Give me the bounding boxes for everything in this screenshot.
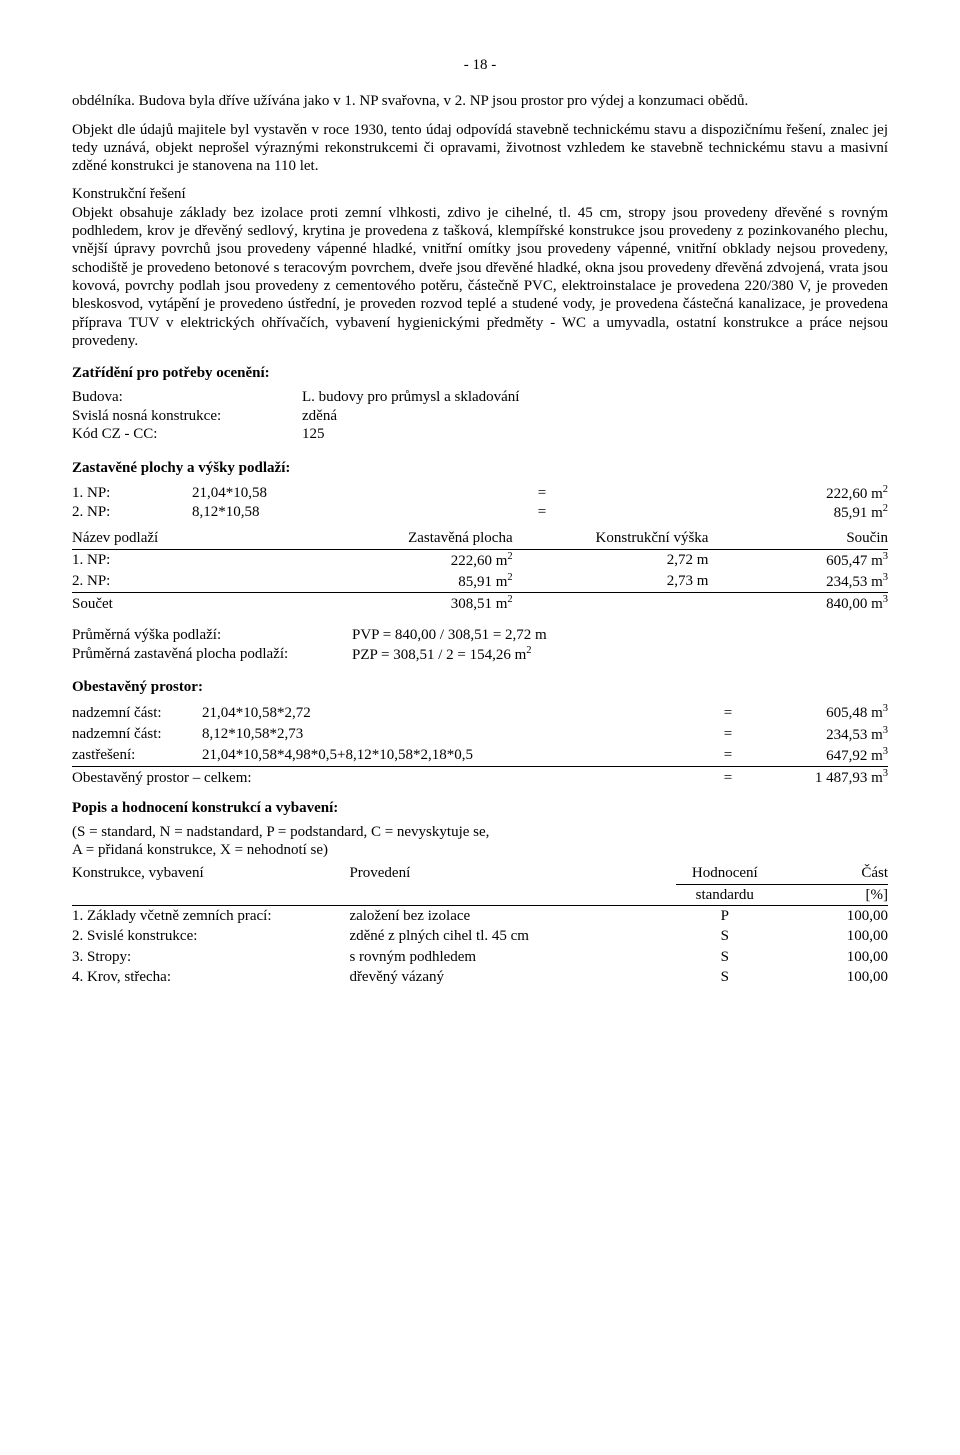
floor-header-row: Název podlaží Zastavěná plocha Konstrukč… <box>72 528 888 549</box>
zatrideni-row: Budova:L. budovy pro průmysl a skladován… <box>72 388 888 406</box>
obest-row: zastřešení:21,04*10,58*4,98*0,5+8,12*10,… <box>72 745 888 767</box>
legend-line-1: (S = standard, N = nadstandard, P = pods… <box>72 823 888 841</box>
construction-body: Objekt obsahuje základy bez izolace prot… <box>72 205 888 349</box>
page-number: - 18 - <box>72 56 888 74</box>
kv-col-d1: Část <box>774 863 888 884</box>
pzp-row: Průměrná zastavěná plocha podlaží: PZP =… <box>72 645 888 664</box>
floor-row: 2. NP:85,91 m22,73 m234,53 m3 <box>72 571 888 593</box>
area-row: 1. NP:21,04*10,58=222,60 m2 <box>72 484 888 503</box>
area-row: 2. NP:8,12*10,58=85,91 m2 <box>72 503 888 522</box>
paragraph-2: Objekt dle údajů majitele byl vystavěn v… <box>72 121 888 176</box>
construction-heading: Konstrukční řešení <box>72 186 186 202</box>
obest-row: nadzemní část:8,12*10,58*2,73=234,53 m3 <box>72 724 888 745</box>
floor-col-name: Název podlaží <box>72 528 317 549</box>
floor-row: 1. NP:222,60 m22,72 m605,47 m3 <box>72 549 888 571</box>
construction-table: Konstrukce, vybavení Provedení Hodnocení… <box>72 863 888 987</box>
zatrideni-heading: Zatřídění pro potřeby ocenění: <box>72 364 888 382</box>
pzp-value-text: PZP = 308,51 / 2 = 154,26 m <box>352 647 526 663</box>
kv-col-d2: [%] <box>774 884 888 905</box>
popis-heading: Popis a hodnocení konstrukcí a vybavení: <box>72 799 888 817</box>
floor-table: Název podlaží Zastavěná plocha Konstrukč… <box>72 528 888 614</box>
floor-col-area: Zastavěná plocha <box>317 528 513 549</box>
obest-heading: Obestavěný prostor: <box>72 678 888 696</box>
obest-total-label: Obestavěný prostor – celkem: <box>72 767 708 789</box>
paragraph-3: Konstrukční řešení Objekt obsahuje zákla… <box>72 185 888 350</box>
zatrideni-row: Kód CZ - CC:125 <box>72 425 888 443</box>
construction-row: 1. Základy včetně zemních prací:založení… <box>72 905 888 926</box>
zatrideni-row: Svislá nosná konstrukce:zděná <box>72 407 888 425</box>
pzp-label: Průměrná zastavěná plocha podlaží: <box>72 645 352 664</box>
kv-col-c1: Hodnocení <box>676 863 774 884</box>
construction-row: 3. Stropy:s rovným podhledemS100,00 <box>72 947 888 967</box>
zatrideni-key: Svislá nosná konstrukce: <box>72 407 302 425</box>
obest-total-eq: = <box>708 767 748 789</box>
kv-col-c2: standardu <box>676 884 774 905</box>
construction-row: 2. Svislé konstrukce:zděné z plných cihe… <box>72 926 888 946</box>
zatrideni-key: Kód CZ - CC: <box>72 425 302 443</box>
obest-total-row: Obestavěný prostor – celkem: = 1 487,93 … <box>72 767 888 789</box>
zatrideni-key: Budova: <box>72 388 302 406</box>
obest-row: nadzemní část:21,04*10,58*2,72=605,48 m3 <box>72 702 888 723</box>
obest-total-value: 1 487,93 m3 <box>748 767 888 789</box>
zatrideni-val: zděná <box>302 407 888 425</box>
kv-col-b: Provedení <box>349 863 675 905</box>
obest-table: nadzemní část:21,04*10,58*2,72=605,48 m3… <box>72 702 888 788</box>
kv-col-a: Konstrukce, vybavení <box>72 863 349 905</box>
pvp-row: Průměrná výška podlaží: PVP = 840,00 / 3… <box>72 626 888 644</box>
floor-col-product: Součin <box>708 528 888 549</box>
construction-row: 4. Krov, střecha:dřevěný vázanýS100,00 <box>72 967 888 987</box>
floor-col-height: Konstrukční výška <box>513 528 709 549</box>
zatrideni-val: L. budovy pro průmysl a skladování <box>302 388 888 406</box>
pvp-value: PVP = 840,00 / 308,51 = 2,72 m <box>352 626 888 644</box>
floor-row: Součet308,51 m2840,00 m3 <box>72 593 888 615</box>
legend-line-2: A = přidaná konstrukce, X = nehodnotí se… <box>72 841 888 859</box>
zastavene-heading: Zastavěné plochy a výšky podlaží: <box>72 459 888 477</box>
pzp-value: PZP = 308,51 / 2 = 154,26 m2 <box>352 645 888 664</box>
construction-header-row: Konstrukce, vybavení Provedení Hodnocení… <box>72 863 888 884</box>
pzp-value-sup: 2 <box>526 645 531 656</box>
pvp-label: Průměrná výška podlaží: <box>72 626 352 644</box>
paragraph-1: obdélníka. Budova byla dříve užívána jak… <box>72 92 888 110</box>
zatrideni-val: 125 <box>302 425 888 443</box>
